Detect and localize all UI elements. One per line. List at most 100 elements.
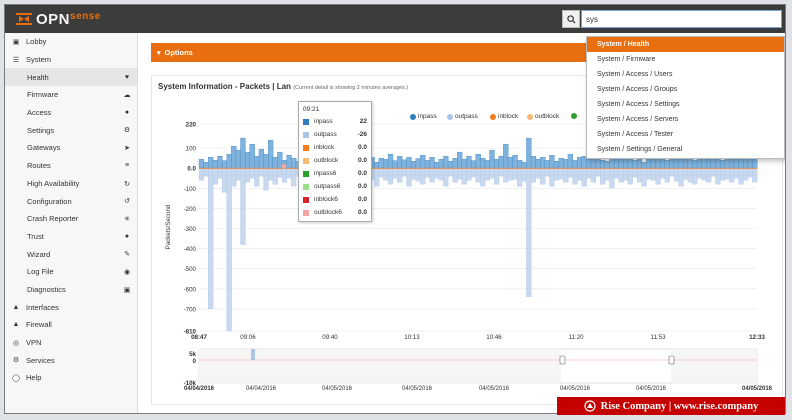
legend-dot xyxy=(490,113,496,120)
tooltip-series-value: -26 xyxy=(357,131,367,138)
legend-dot xyxy=(410,113,416,120)
medkit-icon: ▣ xyxy=(123,286,131,294)
sidebar-item-label: Help xyxy=(26,373,42,383)
opnsense-logo-icon xyxy=(16,13,32,25)
sidebar-item-firewall[interactable]: ▲ Firewall xyxy=(5,316,137,334)
sidebar-item-crash-reporter[interactable]: Crash Reporter ✳ xyxy=(5,210,137,228)
legend-dot xyxy=(527,113,533,120)
rise-logo-icon xyxy=(584,400,596,412)
tooltip-series-value: 0.0 xyxy=(357,144,367,151)
sidebar-item-help[interactable]: ◯ Help xyxy=(5,369,137,387)
sidebar-item-firmware[interactable]: Firmware ☁ xyxy=(5,86,137,104)
sidebar-item-label: Crash Reporter xyxy=(27,214,79,224)
logo-text: OPNsense xyxy=(36,11,101,28)
opnsense-logo[interactable]: OPNsense xyxy=(15,11,101,28)
sidebar: ▣ Lobby ☰ System Health ♥ Firmware ☁ Access ● Sett… xyxy=(5,33,138,413)
app-window: OPNsense ▣ Lobby ☰ System Health ♥ Firmware ☁ Ac… xyxy=(4,4,786,414)
tooltip-time: 09:21 xyxy=(303,106,320,113)
legend-item[interactable]: inblock xyxy=(490,113,518,120)
watermark-text: Rise Company | www.rise.company xyxy=(600,400,759,412)
gears-icon: ⚙ xyxy=(123,127,131,135)
legend-dot xyxy=(447,113,453,120)
chevron-down-icon: ▾ xyxy=(157,49,161,57)
sidebar-item-configuration[interactable]: Configuration ↺ xyxy=(5,192,137,210)
tooltip-swatch xyxy=(303,183,309,190)
sidebar-item-services[interactable]: ⚙ Services xyxy=(5,351,137,369)
sidebar-item-lobby[interactable]: ▣ Lobby xyxy=(5,33,137,51)
list-icon: ☰ xyxy=(12,56,20,64)
tooltip-row: inpass6 0.0 xyxy=(299,167,371,180)
legend-item[interactable] xyxy=(571,113,579,119)
legend-label: outpass xyxy=(455,113,478,120)
tooltip-series-name: inpass xyxy=(314,118,333,125)
sidebar-item-system[interactable]: ☰ System xyxy=(5,51,137,69)
users-icon: ● xyxy=(124,109,130,117)
sidebar-item-label: Log File xyxy=(27,267,54,277)
watermark: Rise Company | www.rise.company xyxy=(557,397,785,415)
refresh-icon: ↻ xyxy=(124,180,130,188)
tooltip-series-value: 0.0 xyxy=(357,170,367,177)
tooltip-series-value: 0.0 xyxy=(357,209,367,216)
life-ring-icon: ◯ xyxy=(12,374,20,382)
search-icon xyxy=(566,14,576,24)
sidebar-item-log-file[interactable]: Log File ◉ xyxy=(5,263,137,281)
tooltip-rows: inpass 22 outpass -26 inblock 0.0 outblock 0.0 i… xyxy=(299,115,371,219)
tooltip-series-name: outblock6 xyxy=(314,209,342,216)
history-icon: ↺ xyxy=(124,198,130,206)
cog-icon: ⚙ xyxy=(12,357,20,365)
sidebar-item-high-availability[interactable]: High Availability ↻ xyxy=(5,175,137,193)
top-navbar: OPNsense xyxy=(5,5,785,33)
sidebar-item-label: Routes xyxy=(27,161,51,171)
tooltip-series-name: inblock6 xyxy=(314,196,338,203)
location-arrow-icon: ➤ xyxy=(124,145,130,153)
sidebar-item-label: Trust xyxy=(27,231,44,241)
sidebar-item-label: High Availability xyxy=(27,178,80,188)
magic-icon: ✎ xyxy=(124,251,130,259)
legend-item[interactable]: outpass xyxy=(447,113,478,120)
tooltip-swatch xyxy=(303,196,309,203)
sidebar-item-label: VPN xyxy=(26,338,42,348)
sidebar-item-gateways[interactable]: Gateways ➤ xyxy=(5,139,137,157)
tooltip-row: outpass -26 xyxy=(299,128,371,141)
legend-label: inblock xyxy=(498,113,519,120)
sidebar-item-routes[interactable]: Routes ≡ xyxy=(5,157,137,175)
tooltip-row: outblock 0.0 xyxy=(299,154,371,167)
sidebar-item-trust[interactable]: Trust ● xyxy=(5,228,137,246)
logo-sub: sense xyxy=(70,10,101,22)
search-result-item[interactable]: System / Access / Settings xyxy=(597,101,680,108)
panel-title: System Information - Packets | Lan (Curr… xyxy=(158,82,408,91)
sidebar-item-label: Lobby xyxy=(26,37,47,47)
tooltip-row: inpass 22 xyxy=(299,115,371,128)
search-result-item[interactable]: System / Access / Servers xyxy=(597,116,679,123)
sidebar-item-wizard[interactable]: Wizard ✎ xyxy=(5,245,137,263)
sidebar-item-label: Access xyxy=(27,108,52,118)
search-button[interactable] xyxy=(562,10,580,28)
tooltip-series-value: 0.0 xyxy=(357,157,367,164)
sidebar-item-label: Firewall xyxy=(26,320,52,330)
tooltip-row: outblock6 0.0 xyxy=(299,206,371,219)
cloud-download-icon: ☁ xyxy=(123,92,131,100)
legend-item[interactable]: outblock xyxy=(527,113,559,120)
options-label: Options xyxy=(164,48,193,57)
search-result-item[interactable]: System / Access / Groups xyxy=(597,86,678,93)
sidebar-item-vpn[interactable]: ◎ VPN xyxy=(5,334,137,352)
sidebar-item-interfaces[interactable]: ▲ Interfaces xyxy=(5,298,137,316)
search-result-item[interactable]: System / Health xyxy=(587,37,784,52)
search-result-item[interactable]: System / Access / Users xyxy=(597,71,673,78)
legend-item[interactable]: inpass xyxy=(410,113,437,120)
sitemap-icon: ▲ xyxy=(12,303,20,311)
sidebar-item-label: Diagnostics xyxy=(27,284,66,294)
sidebar-item-settings[interactable]: Settings ⚙ xyxy=(5,121,137,139)
sidebar-item-diagnostics[interactable]: Diagnostics ▣ xyxy=(5,281,137,299)
search-input[interactable] xyxy=(581,10,782,28)
sidebar-item-access[interactable]: Access ● xyxy=(5,104,137,122)
search-result-item[interactable]: System / Settings / General xyxy=(597,146,683,153)
tooltip-swatch xyxy=(303,144,309,151)
search-result-item[interactable]: System / Firmware xyxy=(597,56,656,63)
search-result-item[interactable]: System / Access / Tester xyxy=(597,131,674,138)
search-results-dropdown: System / Health System / Firmware System /… xyxy=(586,36,785,159)
tooltip-series-name: outpass6 xyxy=(314,183,341,190)
chart-tooltip: 09:21 inpass 22 outpass -26 inblock 0.0 outblo… xyxy=(298,101,372,222)
sidebar-item-health[interactable]: Health ♥ xyxy=(5,68,137,87)
tooltip-series-value: 0.0 xyxy=(357,196,367,203)
